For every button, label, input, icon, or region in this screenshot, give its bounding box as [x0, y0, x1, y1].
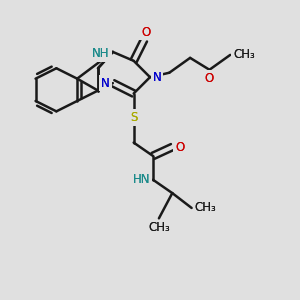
- Text: O: O: [141, 26, 150, 38]
- Text: O: O: [141, 26, 150, 38]
- Text: HN: HN: [133, 173, 150, 186]
- Text: N: N: [101, 76, 110, 90]
- Text: S: S: [130, 111, 137, 124]
- Text: NH: NH: [92, 47, 110, 60]
- Text: CH₃: CH₃: [195, 202, 216, 214]
- Text: NH: NH: [92, 47, 110, 60]
- Text: CH₃: CH₃: [233, 48, 255, 62]
- Text: CH₃: CH₃: [195, 202, 216, 214]
- Text: CH₃: CH₃: [148, 221, 170, 234]
- Text: N: N: [101, 76, 110, 90]
- Text: HN: HN: [133, 173, 150, 186]
- Text: N: N: [153, 71, 162, 84]
- Text: O: O: [205, 72, 214, 85]
- Text: O: O: [205, 72, 214, 85]
- Text: CH₃: CH₃: [148, 221, 170, 234]
- Text: S: S: [130, 111, 137, 124]
- Text: CH₃: CH₃: [233, 48, 255, 62]
- Text: O: O: [175, 140, 184, 154]
- Text: N: N: [153, 71, 162, 84]
- Text: O: O: [175, 140, 184, 154]
